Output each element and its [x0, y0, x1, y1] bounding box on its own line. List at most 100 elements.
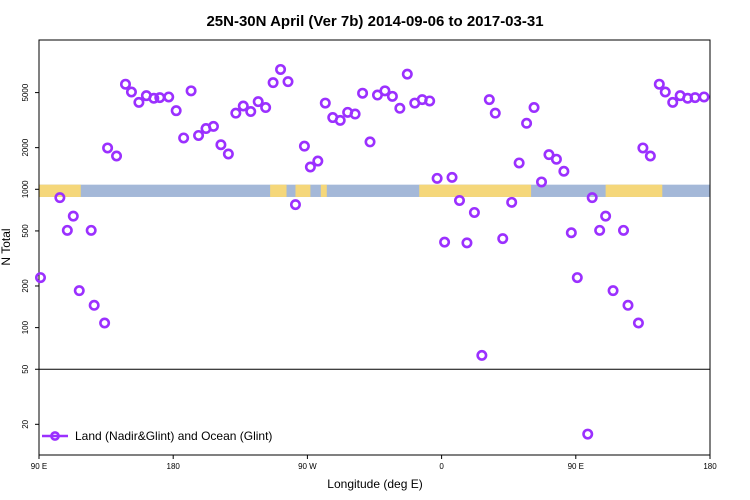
x-tick-label: 180 — [703, 462, 717, 471]
x-tick-label: 180 — [167, 462, 181, 471]
data-point — [607, 285, 619, 297]
y-tick-label: 200 — [21, 279, 30, 293]
data-point — [394, 102, 406, 114]
data-point — [34, 272, 46, 284]
data-point — [349, 108, 361, 120]
data-point — [689, 92, 701, 104]
data-point — [237, 100, 249, 112]
data-point — [245, 106, 257, 118]
data-point — [565, 227, 577, 239]
data-point — [102, 142, 114, 154]
data-point — [148, 92, 160, 104]
data-point — [386, 90, 398, 102]
data-point — [644, 150, 656, 162]
data-point — [453, 194, 465, 206]
data-point — [483, 94, 495, 106]
land-band-segment — [605, 184, 663, 197]
land-band-segment — [320, 184, 327, 197]
x-axis-ticks: 90 E 180 90 W 0 90 E 180 — [31, 455, 717, 471]
data-point — [513, 157, 525, 169]
data-point — [506, 196, 518, 208]
data-point — [622, 299, 634, 311]
data-point — [88, 299, 100, 311]
data-point — [111, 150, 123, 162]
data-point — [178, 132, 190, 144]
data-point — [586, 192, 598, 204]
data-point — [667, 96, 679, 108]
data-point — [468, 206, 480, 218]
y-tick-label: 500 — [21, 224, 30, 238]
x-axis-label: Longitude (deg E) — [327, 477, 422, 491]
legend: Land (Nadir&Glint) and Ocean (Glint) — [42, 429, 272, 443]
data-point — [85, 224, 97, 236]
legend-marker-swatch — [50, 431, 60, 441]
data-point — [582, 428, 594, 440]
data-point — [461, 237, 473, 249]
y-tick-label: 100 — [21, 320, 30, 334]
data-point — [334, 114, 346, 126]
data-point — [357, 87, 369, 99]
data-point — [364, 136, 376, 148]
data-point — [99, 317, 111, 329]
data-point — [154, 92, 166, 104]
data-point — [497, 233, 509, 245]
data-point — [252, 96, 264, 108]
data-point — [446, 171, 458, 183]
data-point — [67, 210, 79, 222]
data-point — [119, 78, 131, 90]
data-point — [133, 96, 145, 108]
data-point — [600, 210, 612, 222]
land-band-segment — [419, 184, 532, 197]
data-point — [319, 97, 331, 109]
x-tick-label: 0 — [439, 462, 444, 471]
data-point — [298, 140, 310, 152]
data-point — [185, 85, 197, 97]
y-tick-label: 1000 — [21, 180, 30, 198]
data-point — [304, 161, 316, 173]
data-point — [632, 317, 644, 329]
y-axis-label: N Total — [0, 228, 13, 265]
data-point — [170, 105, 182, 117]
y-tick-label: 20 — [21, 419, 30, 428]
y-tick-label: 2000 — [21, 138, 30, 156]
data-point — [618, 224, 630, 236]
data-point — [571, 272, 583, 284]
data-point — [528, 102, 540, 114]
data-point — [222, 148, 234, 160]
data-point — [489, 107, 501, 119]
data-point — [594, 224, 606, 236]
data-point — [289, 199, 301, 211]
data-point — [125, 86, 137, 98]
data-point — [424, 95, 436, 107]
data-point — [401, 68, 413, 80]
data-point — [215, 139, 227, 151]
data-point — [267, 77, 279, 89]
data-point — [439, 236, 451, 248]
data-point — [543, 149, 555, 161]
legend-label: Land (Nadir&Glint) and Ocean (Glint) — [75, 429, 272, 443]
data-points — [34, 63, 710, 440]
data-point — [379, 85, 391, 97]
ocean-band — [39, 184, 710, 197]
data-point — [536, 176, 548, 188]
data-point — [659, 86, 671, 98]
data-point — [193, 129, 205, 141]
data-point — [207, 120, 219, 132]
data-point — [73, 285, 85, 297]
data-point — [61, 224, 73, 236]
data-point — [54, 192, 66, 204]
data-point — [282, 76, 294, 88]
data-point — [260, 102, 272, 114]
data-point — [521, 117, 533, 129]
y-tick-label: 50 — [21, 364, 30, 373]
land-band-segment — [39, 184, 81, 197]
x-tick-label: 90 E — [568, 462, 584, 471]
data-point — [275, 63, 287, 75]
data-point — [653, 78, 665, 90]
data-point — [230, 107, 242, 119]
chart-title: 25N-30N April (Ver 7b) 2014-09-06 to 201… — [206, 13, 543, 30]
plot-frame — [38, 39, 711, 456]
land-ocean-band — [39, 184, 710, 197]
data-point — [312, 155, 324, 167]
